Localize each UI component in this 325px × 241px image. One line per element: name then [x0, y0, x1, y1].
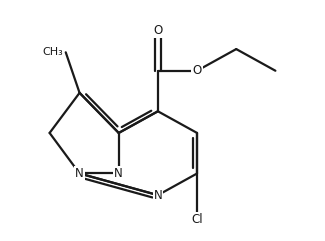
Text: N: N	[75, 167, 84, 180]
Text: CH₃: CH₃	[43, 47, 63, 57]
Text: N: N	[114, 167, 123, 180]
Text: O: O	[153, 24, 162, 37]
Text: N: N	[153, 189, 162, 202]
Text: Cl: Cl	[191, 213, 203, 226]
Text: O: O	[192, 64, 202, 77]
